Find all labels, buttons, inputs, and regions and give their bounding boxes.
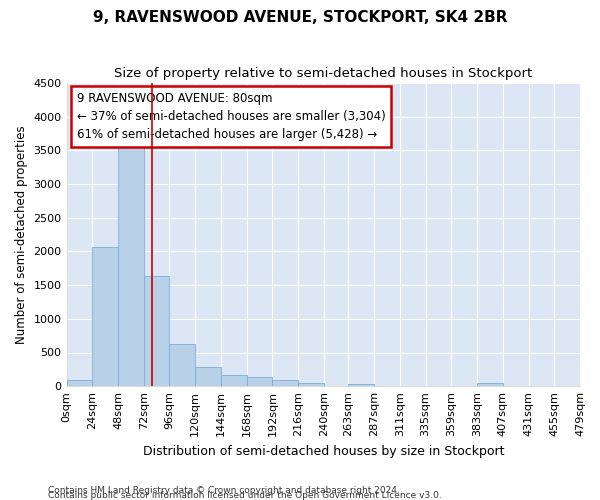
Bar — [272, 380, 298, 386]
Title: Size of property relative to semi-detached houses in Stockport: Size of property relative to semi-detach… — [114, 68, 532, 80]
Text: Contains HM Land Registry data © Crown copyright and database right 2024.: Contains HM Land Registry data © Crown c… — [48, 486, 400, 495]
Text: 9, RAVENSWOOD AVENUE, STOCKPORT, SK4 2BR: 9, RAVENSWOOD AVENUE, STOCKPORT, SK4 2BR — [93, 10, 507, 25]
Bar — [92, 246, 118, 386]
Bar — [118, 134, 144, 386]
Bar — [477, 383, 503, 386]
Text: Contains public sector information licensed under the Open Government Licence v3: Contains public sector information licen… — [48, 491, 442, 500]
Bar — [67, 380, 92, 386]
Text: 9 RAVENSWOOD AVENUE: 80sqm
← 37% of semi-detached houses are smaller (3,304)
61%: 9 RAVENSWOOD AVENUE: 80sqm ← 37% of semi… — [77, 92, 386, 141]
X-axis label: Distribution of semi-detached houses by size in Stockport: Distribution of semi-detached houses by … — [143, 444, 504, 458]
Bar — [144, 276, 169, 386]
Bar — [195, 366, 221, 386]
Bar — [247, 378, 272, 386]
Bar — [349, 384, 374, 386]
Y-axis label: Number of semi-detached properties: Number of semi-detached properties — [15, 126, 28, 344]
Bar — [169, 344, 195, 386]
Bar — [221, 375, 247, 386]
Bar — [298, 383, 324, 386]
